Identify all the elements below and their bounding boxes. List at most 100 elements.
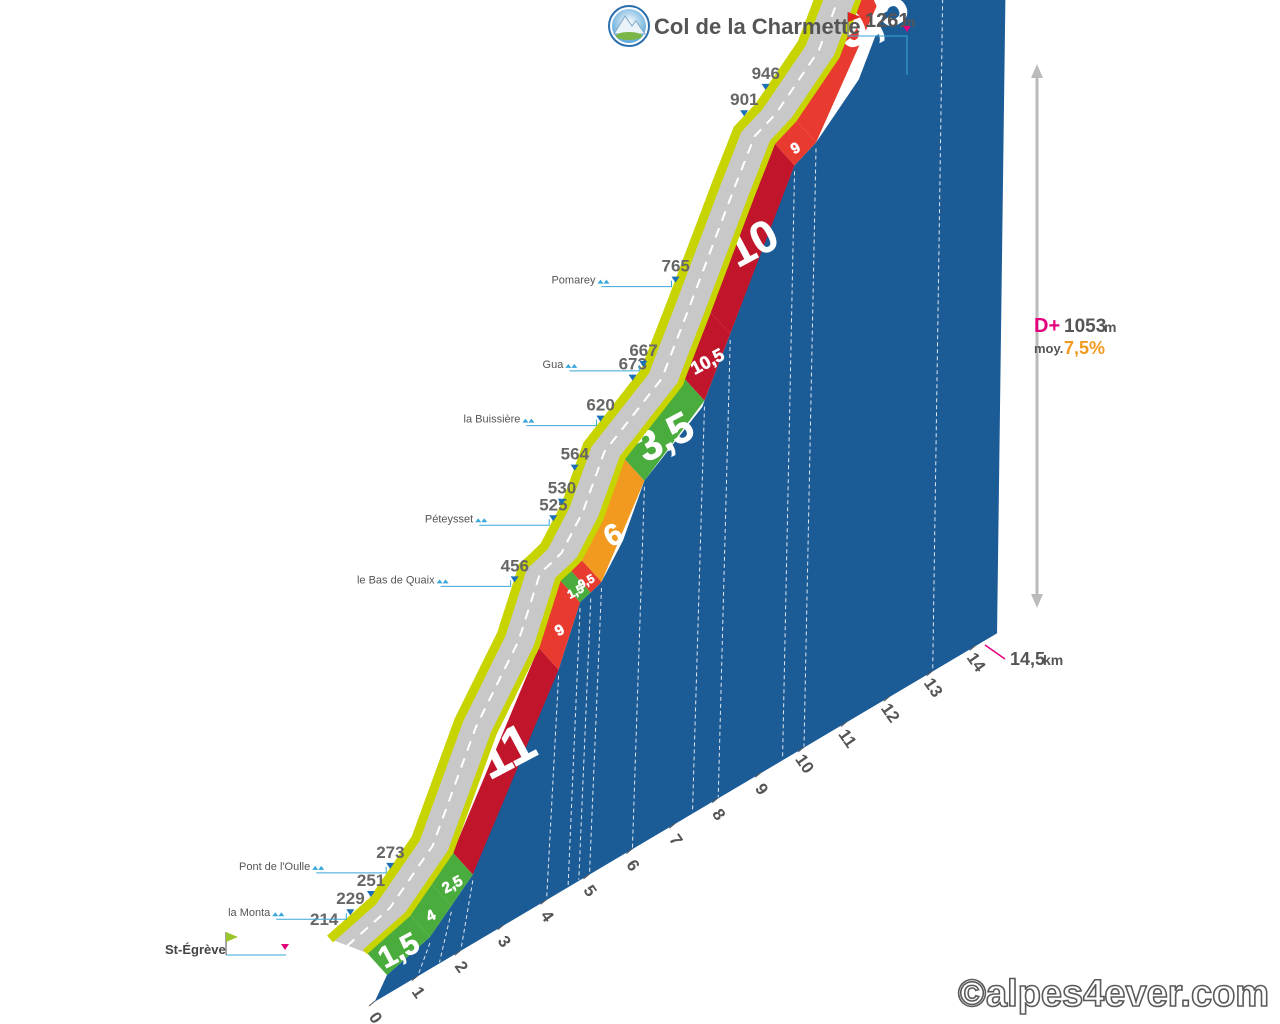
summit-altitude: 1261 — [865, 10, 910, 32]
gradient-segment — [710, 143, 795, 334]
km-tick — [540, 899, 547, 905]
km-drop-line — [631, 486, 645, 849]
gradient-segment — [684, 311, 731, 401]
gradient-segment — [560, 570, 591, 603]
km-tick-label: 8 — [708, 805, 729, 824]
km-tick-label: 6 — [622, 856, 643, 875]
place-leader-line — [479, 519, 550, 526]
profile-side-wall — [375, 0, 1006, 1001]
start-name: St-Égrève — [165, 942, 226, 957]
elevation-gain-unit: m — [1104, 319, 1116, 335]
altitude-marker — [346, 909, 355, 916]
altitude-marker — [549, 515, 558, 522]
village-icon — [436, 579, 449, 584]
altitude-label: 901 — [730, 90, 758, 109]
km-drop-line — [567, 608, 581, 887]
km-tick-label: 0 — [365, 1009, 386, 1024]
village-icon — [475, 518, 488, 523]
km-tick-label: 1 — [408, 983, 429, 1002]
altitude-label: 564 — [561, 445, 590, 464]
place-leader-line — [601, 280, 672, 288]
km-tick-label: 7 — [665, 831, 686, 850]
gradient-segment — [452, 647, 559, 875]
place-label: Pomarey — [551, 275, 596, 287]
gradient-segment — [538, 580, 581, 670]
summit-marker-icon — [903, 26, 911, 32]
km-tick — [840, 721, 848, 727]
km-drop-line — [578, 598, 592, 881]
place-label: la Monta — [228, 907, 271, 919]
altitude-marker — [740, 110, 749, 117]
place-label: le Bas de Quaix — [357, 574, 435, 586]
altitude-label: 620 — [586, 396, 614, 415]
km-tick — [411, 975, 419, 981]
elevation-summary: D+ 1053 m moy. 7,5% — [1031, 64, 1116, 608]
place-leader-line — [526, 419, 597, 427]
altitude-label: 946 — [752, 64, 780, 83]
altitude-marker — [761, 83, 770, 90]
profile-side-area — [375, 0, 1006, 1001]
start-flag-icon — [226, 932, 238, 942]
road-edge-left — [326, 0, 824, 943]
km-drop-lines — [417, 0, 944, 976]
place-leader-line — [440, 580, 512, 587]
km-drop-line — [803, 148, 817, 748]
village-icon — [312, 865, 325, 870]
km-tick — [454, 949, 462, 956]
elevation-gain-prefix: D+ — [1034, 315, 1060, 337]
km-drop-line — [717, 339, 731, 798]
altitude-label: 525 — [539, 495, 567, 514]
village-icon — [522, 418, 535, 423]
km-drop-line — [438, 911, 452, 964]
gradient-segment — [774, 120, 816, 166]
gradient-segment — [367, 914, 430, 975]
altitude-label: 530 — [548, 479, 576, 498]
gradient-segment — [570, 559, 602, 593]
start-marker-icon — [281, 944, 289, 950]
summit-name: Col de la Charmette — [654, 14, 861, 39]
altitude-marker — [570, 464, 579, 471]
km-tick — [969, 645, 976, 651]
km-tick — [668, 822, 676, 829]
km-drop-line — [546, 675, 560, 900]
place-labels: la Monta Pont de l'Oulle le Bas de Quaix Pé… — [228, 275, 672, 920]
km-tick-label: 9 — [751, 780, 772, 799]
gradient-segment — [409, 883, 452, 937]
gradient-segment — [624, 378, 705, 481]
km-tick-label: 12 — [877, 700, 903, 726]
km-tick-label: 11 — [834, 726, 860, 752]
altitude-marker — [671, 276, 680, 283]
summit-leader-line — [848, 35, 908, 75]
place-label: Péteysset — [425, 513, 473, 525]
mountain-logo-icon — [608, 5, 650, 47]
km-tick-label: 2 — [451, 958, 472, 977]
road-centre-line — [346, 0, 840, 947]
km-tick-label: 14 — [963, 649, 990, 676]
km-tick — [626, 848, 633, 854]
average-gradient-label: moy. — [1034, 341, 1063, 356]
start-label: St-Égrève — [165, 932, 289, 957]
km-tick — [711, 797, 719, 804]
km-drop-line — [589, 587, 602, 875]
km-tick — [754, 772, 762, 778]
km-drop-line — [417, 942, 431, 976]
gradient-segment — [581, 458, 645, 582]
altitude-marker — [366, 890, 375, 897]
copyright: ©alpes4ever.com — [958, 973, 1269, 1015]
km-tick-label: 4 — [537, 907, 558, 926]
altitude-marker — [596, 415, 605, 422]
km-axis-line — [374, 632, 998, 1002]
place-label: Gua — [543, 359, 565, 371]
altitude-labels: 2142292512734565255305646206736677659019… — [310, 64, 780, 929]
place-leader-line — [276, 913, 347, 920]
summit-flag-icon — [847, 12, 861, 36]
altitude-label: 765 — [661, 257, 689, 276]
total-distance-unit: km — [1043, 652, 1063, 668]
km-tick — [497, 924, 505, 931]
altitude-label: 251 — [357, 871, 385, 890]
km-tick — [368, 1000, 376, 1007]
altitude-label: 667 — [629, 341, 657, 360]
village-icon — [597, 279, 610, 284]
road-edge-right — [362, 0, 862, 955]
